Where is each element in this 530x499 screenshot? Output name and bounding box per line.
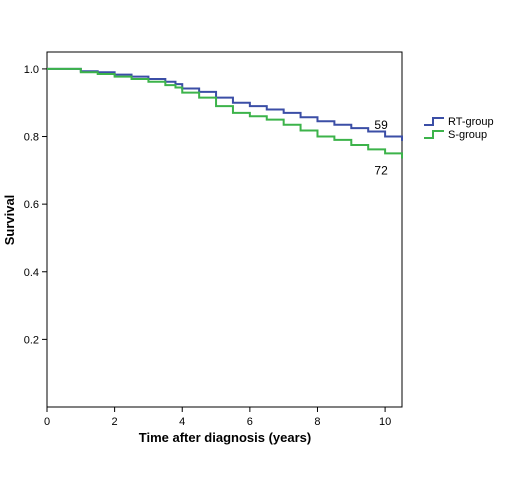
y-tick-label: 0.2 bbox=[24, 334, 39, 346]
x-tick-label: 6 bbox=[247, 416, 253, 428]
y-tick-label: 0.8 bbox=[24, 132, 39, 144]
legend-label-rt-group: RT-group bbox=[448, 116, 494, 128]
y-tick-label: 0.6 bbox=[24, 199, 39, 211]
series-line-rt-group bbox=[47, 67, 403, 141]
y-axis-title: Survival bbox=[2, 195, 17, 246]
x-tick-label: 2 bbox=[112, 416, 118, 428]
series-line-s-group bbox=[47, 67, 403, 159]
x-tick-label: 0 bbox=[44, 416, 50, 428]
x-tick-label: 4 bbox=[179, 416, 185, 428]
end-label-s-group: 72 bbox=[374, 164, 388, 178]
end-label-rt-group: 59 bbox=[374, 118, 388, 132]
y-axis-ticks: 0.2 0.4 0.6 0.8 1.0 bbox=[24, 64, 47, 346]
series-layer bbox=[47, 67, 403, 159]
legend-swatch-s-group bbox=[424, 130, 444, 139]
y-tick-label: 1.0 bbox=[24, 64, 39, 76]
x-axis-title: Time after diagnosis (years) bbox=[139, 430, 311, 445]
end-labels: 59 72 bbox=[374, 118, 388, 178]
x-tick-label: 10 bbox=[379, 416, 391, 428]
legend-swatch-rt-group bbox=[424, 117, 444, 126]
legend-label-s-group: S-group bbox=[448, 129, 487, 141]
plot-area bbox=[46, 51, 403, 408]
x-tick-label: 8 bbox=[314, 416, 320, 428]
x-axis-ticks: 0 2 4 6 8 10 bbox=[44, 407, 391, 428]
y-tick-label: 0.4 bbox=[24, 267, 39, 279]
